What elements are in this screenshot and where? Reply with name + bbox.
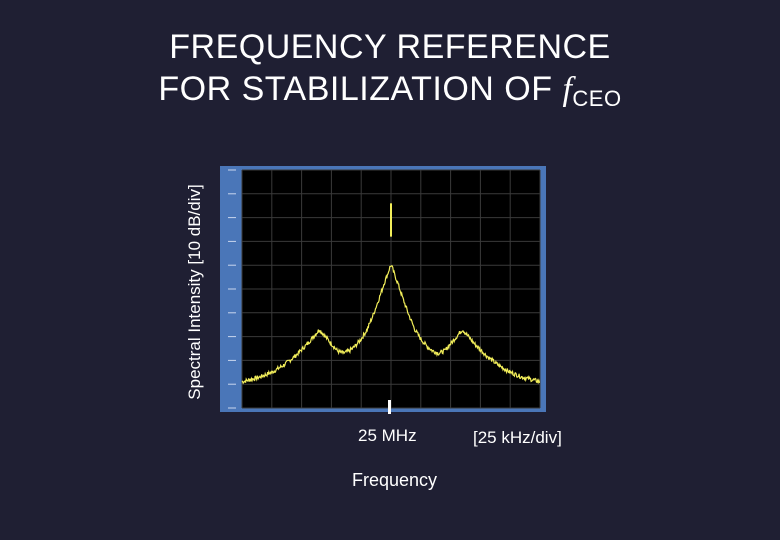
title-subscript: CEO — [572, 86, 622, 111]
spectrum-plot — [220, 166, 546, 412]
center-frequency-marker — [388, 400, 391, 414]
title-line-1: FREQUENCY REFERENCE — [169, 28, 611, 66]
x-center-label: 25 MHz — [358, 426, 417, 445]
title-symbol-f: f — [562, 71, 573, 108]
title-line-2: FOR STABILIZATION OF fCEO — [0, 68, 780, 120]
chart-title: FREQUENCY REFERENCE FOR STABILIZATION OF… — [0, 26, 780, 120]
x-axis-label: Frequency — [352, 470, 438, 490]
x-scale-label: [25 kHz/div] — [473, 428, 562, 447]
spectrum-trace — [241, 265, 540, 385]
title-line-2-text: FOR STABILIZATION OF — [158, 70, 563, 108]
y-axis-label: Spectral Intensity [10 dB/div] — [185, 184, 204, 400]
